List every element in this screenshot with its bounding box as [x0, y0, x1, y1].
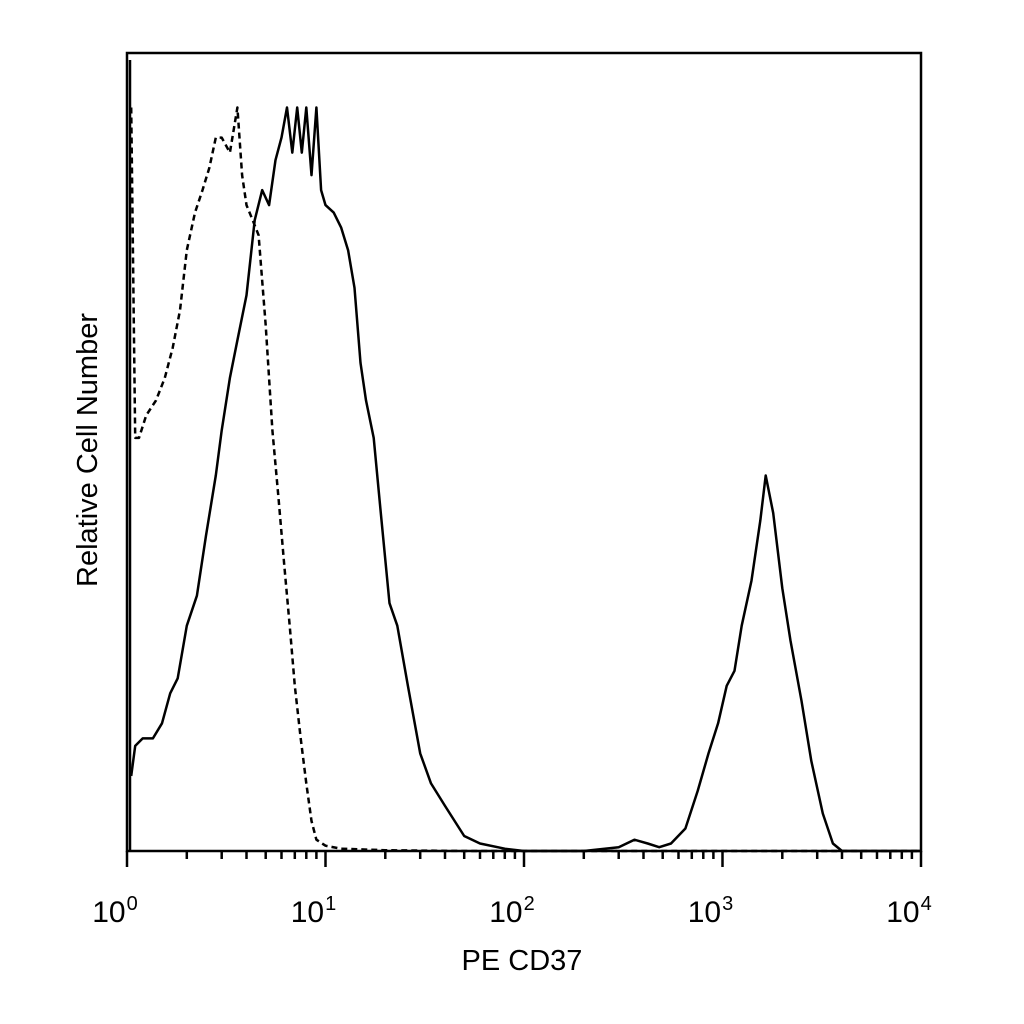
y-axis-title: Relative Cell Number: [72, 313, 104, 587]
x-tick-label: 103: [688, 893, 734, 929]
x-axis-ticks: [125, 851, 923, 867]
x-axis-tick-labels: 100 101 102 103 104: [92, 893, 932, 929]
x-tick-label: 104: [886, 893, 932, 929]
x-tick-label: 102: [489, 893, 535, 929]
x-axis-title: PE CD37: [462, 945, 583, 977]
x-tick-label: 100: [92, 893, 138, 929]
series-layer: [129, 106, 921, 853]
series-line-solid: [129, 106, 921, 853]
x-tick-label: 101: [291, 893, 337, 929]
